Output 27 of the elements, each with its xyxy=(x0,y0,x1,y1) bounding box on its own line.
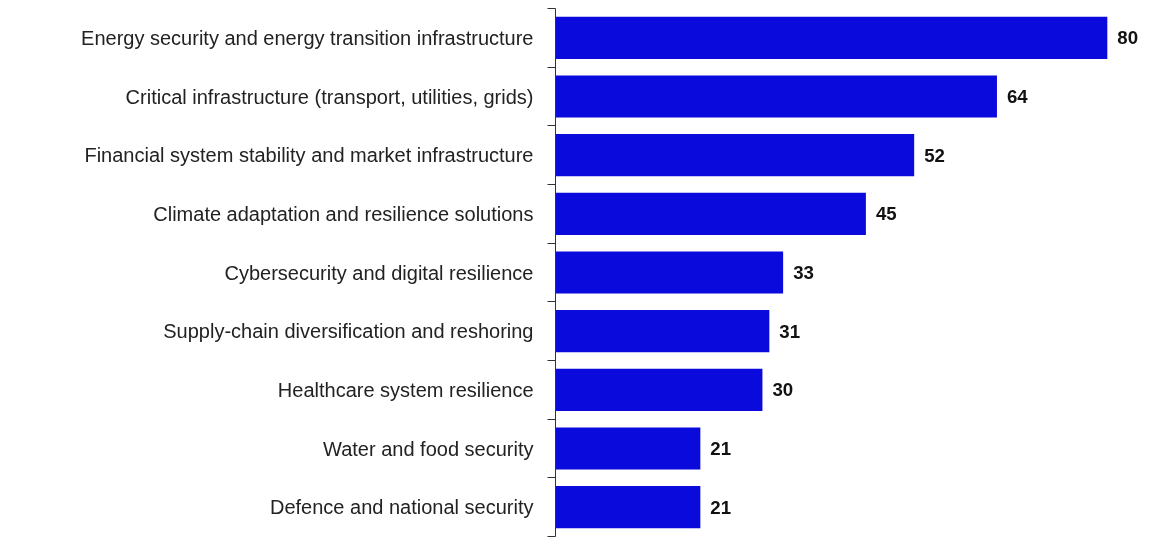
data-label: 45 xyxy=(875,203,897,225)
y-tick-label: Financial system stability and market infrastructure xyxy=(84,144,534,167)
data-label: 64 xyxy=(1006,86,1029,107)
bar xyxy=(555,310,770,353)
data-label: 80 xyxy=(1117,27,1139,49)
y-tick-label: Energy security and energy transition infrastructure xyxy=(81,26,534,49)
data-label: 31 xyxy=(779,320,801,342)
data-label: 21 xyxy=(710,438,732,459)
bar xyxy=(555,251,784,294)
bar xyxy=(555,16,1108,59)
y-tick-label: Climate adaptation and resilience solutions xyxy=(153,202,534,225)
bar xyxy=(555,368,763,411)
y-tick-label: Cybersecurity and digital resilience xyxy=(224,261,534,284)
bar xyxy=(555,75,997,118)
y-tick-label: Defence and national security xyxy=(270,496,534,519)
bar xyxy=(555,134,915,177)
data-label: 21 xyxy=(710,496,732,518)
y-tick-label: Critical infrastructure (transport, utilities, grids) xyxy=(125,85,534,108)
data-label: 30 xyxy=(772,379,794,401)
data-label: 52 xyxy=(924,144,945,166)
y-tick-label: Water and food security xyxy=(323,437,534,460)
y-tick-label: Supply-chain diversification and reshoring xyxy=(163,320,534,343)
data-label: 33 xyxy=(793,262,814,283)
bar xyxy=(555,192,866,235)
bar xyxy=(555,486,701,529)
y-tick-label: Healthcare system resilience xyxy=(277,378,534,401)
bar xyxy=(555,427,701,470)
